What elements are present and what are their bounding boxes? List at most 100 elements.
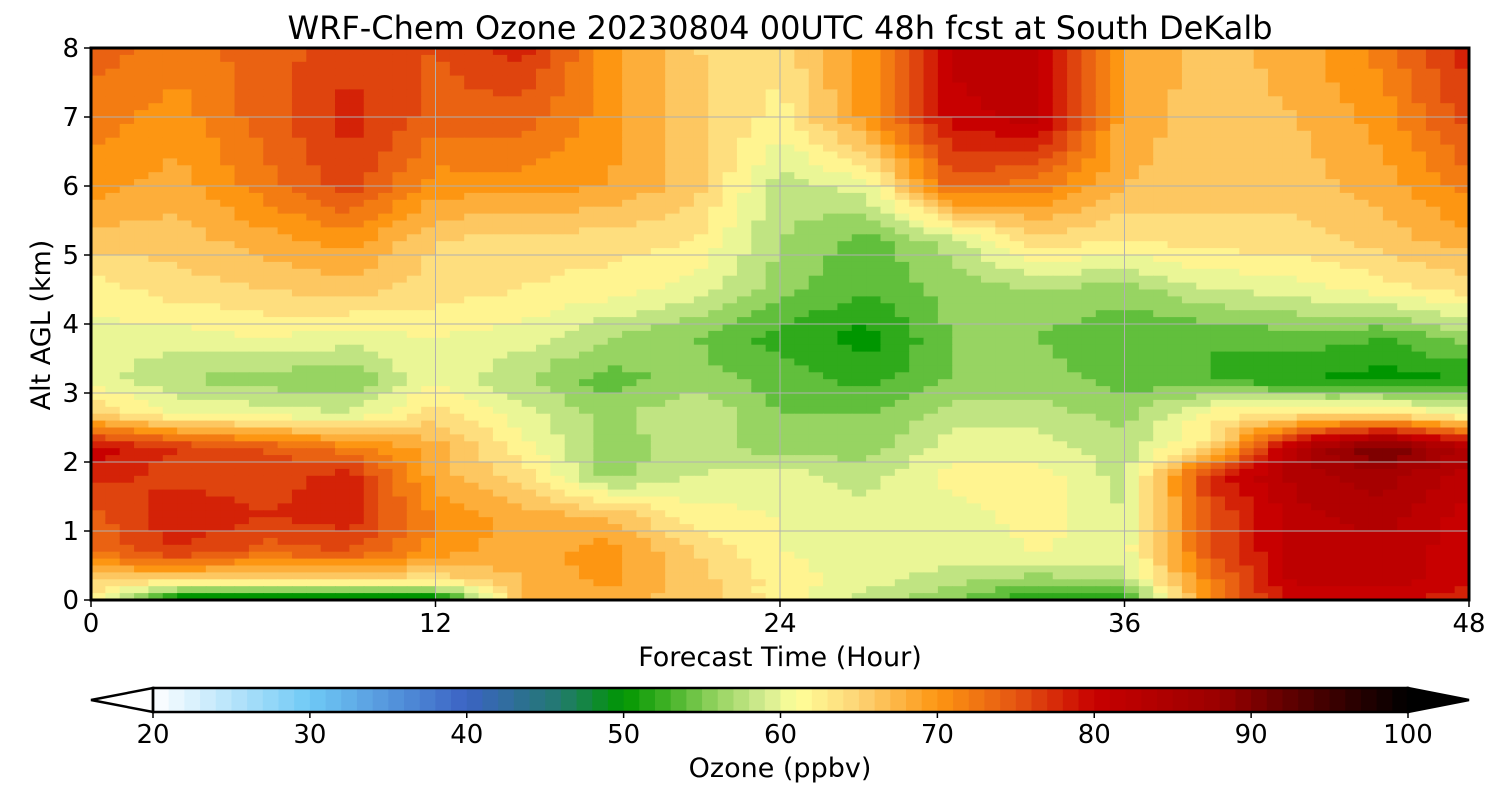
heatmap-cell [593,275,609,284]
heatmap-cell [291,227,307,235]
heatmap-cell [550,103,566,111]
heatmap-cell [1210,103,1226,111]
heatmap-cell [421,282,437,291]
heatmap-cell [119,303,135,311]
heatmap-cell [622,255,638,263]
heatmap-cell [1397,186,1413,194]
heatmap-cell [1253,303,1269,311]
heatmap-cell [607,358,623,366]
heatmap-cell [722,179,738,187]
heatmap-cell [1397,192,1413,201]
heatmap-cell [550,255,566,263]
heatmap-cell [636,310,652,318]
heatmap-cell [177,151,193,159]
heatmap-cell [1081,103,1097,111]
heatmap-cell [134,96,150,104]
heatmap-cell [1325,192,1341,201]
heatmap-cell [851,75,867,84]
heatmap-cell [521,337,537,346]
heatmap-cell [191,103,207,111]
heatmap-cell [148,172,164,180]
heatmap-cell [349,130,365,139]
heatmap-cell [91,296,106,304]
heatmap-cell [679,365,695,373]
heatmap-cell [1210,68,1226,77]
heatmap-cell [1454,241,1470,249]
heatmap-cell [134,310,150,318]
heatmap-cell [679,248,695,256]
heatmap-cell [1210,117,1226,125]
heatmap-cell [1411,227,1427,235]
heatmap-cell [736,220,752,228]
heatmap-cell [765,386,781,394]
heatmap-cell [1153,234,1169,242]
heatmap-cell [1282,289,1298,297]
heatmap-cell [693,296,709,304]
heatmap-cell [1440,82,1456,90]
heatmap-cell [636,324,652,332]
heatmap-cell [980,330,996,339]
heatmap-cell [1167,282,1183,291]
heatmap-cell [435,123,451,132]
heatmap-cell [780,151,795,159]
heatmap-cell [1268,144,1283,153]
heatmap-cell [751,165,767,173]
heatmap-cell [421,399,437,408]
heatmap-cell [191,365,207,373]
heatmap-cell [765,206,781,215]
heatmap-cell [406,117,422,125]
heatmap-cell [105,186,121,194]
heatmap-cell [1253,151,1269,159]
heatmap-cell [406,337,422,346]
heatmap-cell [1181,241,1197,249]
heatmap-cell [435,130,451,139]
heatmap-cell [148,130,164,139]
heatmap-cell [478,261,494,270]
heatmap-cell [966,213,982,222]
heatmap-cell [492,48,508,56]
heatmap-cell [937,296,953,304]
heatmap-cell [248,179,264,187]
heatmap-cell [248,324,264,332]
heatmap-cell [808,144,824,153]
heatmap-cell [880,179,896,187]
heatmap-cell [507,220,523,228]
heatmap-cell [177,261,193,270]
heatmap-cell [392,137,408,146]
heatmap-cell [320,206,336,215]
heatmap-cell [794,137,810,146]
heatmap-cell [923,351,939,360]
heatmap-cell [1181,261,1197,270]
heatmap-cell [1081,130,1097,139]
heatmap-cell [263,206,279,215]
heatmap-cell [722,365,738,373]
heatmap-cell [923,165,939,173]
heatmap-cell [148,261,164,270]
heatmap-cell [1167,137,1183,146]
heatmap-cell [349,358,365,366]
heatmap-cell [1440,275,1456,284]
heatmap-cell [363,158,379,166]
heatmap-cell [1167,310,1183,318]
heatmap-cell [105,393,121,401]
heatmap-cell [995,261,1011,270]
heatmap-cell [1311,68,1327,77]
heatmap-cell [1110,158,1126,166]
heatmap-cell [607,165,623,173]
heatmap-cell [1268,317,1283,325]
heatmap-cell [1009,317,1025,325]
heatmap-cell [1354,54,1370,63]
heatmap-cell [177,186,193,194]
heatmap-cell [234,227,250,235]
heatmap-cell [1038,82,1054,90]
heatmap-cell [1124,310,1140,318]
heatmap-cell [980,303,996,311]
heatmap-cell [1454,61,1470,70]
heatmap-cell [1224,192,1240,201]
heatmap-cell [1181,151,1197,159]
heatmap-cell [1425,324,1441,332]
heatmap-cell [1124,213,1140,222]
heatmap-cell [980,337,996,346]
heatmap-cell [464,199,480,208]
heatmap-cell [205,61,221,70]
